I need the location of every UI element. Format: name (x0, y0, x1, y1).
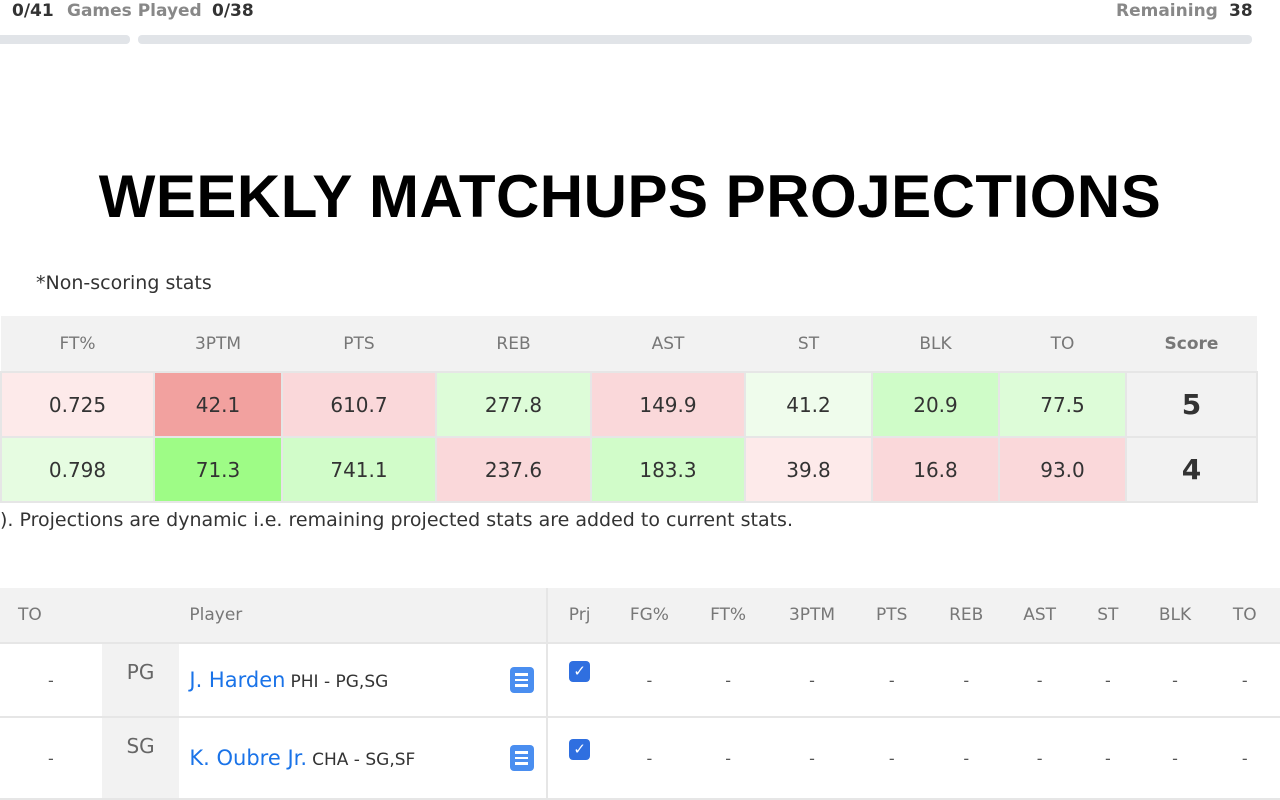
stat-cell: - (687, 717, 769, 800)
matchup-projection-table: FT% 3PTM PTS REB AST ST BLK TO Score 0.725 42.1 61… (0, 316, 1258, 503)
left-count: 0/41 (12, 1, 54, 21)
progress-bar-left (0, 35, 130, 44)
matchup-cell: 741.1 (281, 436, 437, 503)
matchup-header-score: Score (1126, 316, 1257, 372)
projection-checkbox[interactable]: ✓ (569, 738, 591, 760)
matchup-header-ast: AST (591, 316, 745, 372)
stat-cell: - (1140, 717, 1210, 800)
projection-checkbox-cell: ✓ (545, 717, 612, 800)
stat-cell: - (769, 643, 856, 718)
stat-cell: - (1075, 717, 1141, 800)
player-row: - PG J. Harden PHI - PG,SG ✓ - - - - - - - - - (0, 643, 1280, 718)
player-team-positions: CHA - SG,SF (312, 750, 416, 770)
player-notes-icon[interactable] (509, 745, 534, 771)
player-header-blk: BLK (1140, 588, 1210, 644)
matchup-header-st: ST (745, 316, 872, 372)
projection-footnote: ). Projections are dynamic i.e. remainin… (0, 509, 793, 531)
player-header-position (101, 588, 180, 644)
player-header-to: TO (1209, 588, 1280, 644)
matchup-cell: 16.8 (871, 436, 1000, 503)
games-played-label: Games Played (67, 1, 202, 21)
matchup-cell: 0.798 (0, 436, 155, 503)
matchup-cell: 41.2 (744, 371, 873, 438)
matchup-row: 0.725 42.1 610.7 277.8 149.9 41.2 20.9 77.5 5 (0, 371, 1258, 438)
non-scoring-note: *Non-scoring stats (36, 272, 212, 294)
roster-position: PG (101, 643, 180, 718)
player-header-reb: REB (928, 588, 1004, 644)
player-header-ast: AST (1004, 588, 1076, 644)
matchup-header-reb: REB (436, 316, 591, 372)
stat-cell: - (1140, 643, 1210, 718)
stat-cell: - (928, 717, 1004, 800)
to-cell: - (0, 643, 102, 718)
matchup-row: 0.798 71.3 741.1 237.6 183.3 39.8 16.8 93.0 4 (0, 436, 1258, 503)
matchup-cell: 77.5 (998, 371, 1127, 438)
stat-cell: - (687, 643, 769, 718)
stat-cell: - (1075, 643, 1141, 718)
player-header-player: Player (179, 588, 547, 644)
player-header-to: TO (0, 588, 102, 644)
stat-cell: - (1004, 643, 1076, 718)
stat-cell: - (611, 717, 688, 800)
stat-cell: - (1209, 717, 1280, 800)
matchup-header-to: TO (999, 316, 1126, 372)
player-header-3ptm: 3PTM (769, 588, 856, 644)
progress-bar-right (138, 35, 1252, 44)
projection-checkbox-cell: ✓ (545, 643, 612, 718)
matchup-cell: 0.725 (0, 371, 155, 438)
matchup-cell: 277.8 (435, 371, 592, 438)
matchup-header-blk: BLK (872, 316, 999, 372)
stat-cell: - (1004, 717, 1076, 800)
player-name-link[interactable]: K. Oubre Jr. (189, 746, 308, 770)
player-cell: K. Oubre Jr. CHA - SG,SF (179, 717, 547, 800)
stat-cell: - (769, 717, 856, 800)
to-cell: - (0, 717, 102, 800)
player-stats-table: TO Player Prj FG% FT% 3PTM PTS REB AST ST BLK TO -P… (0, 588, 1280, 800)
matchup-score: 4 (1125, 436, 1258, 503)
matchup-score: 5 (1125, 371, 1258, 438)
matchup-header-pts: PTS (282, 316, 436, 372)
player-header-fg-pct: FG% (611, 588, 688, 644)
matchup-cell: 39.8 (744, 436, 873, 503)
player-header-ft-pct: FT% (687, 588, 769, 644)
remaining-label: Remaining (1116, 1, 1218, 21)
matchup-cell: 42.1 (153, 371, 283, 438)
player-name-link[interactable]: J. Harden (189, 668, 286, 692)
matchup-cell: 20.9 (871, 371, 1000, 438)
player-notes-icon[interactable] (509, 667, 534, 693)
remaining-value: 38 (1229, 1, 1253, 21)
stat-cell: - (1209, 643, 1280, 718)
matchup-header-3ptm: 3PTM (154, 316, 282, 372)
projection-checkbox[interactable]: ✓ (569, 660, 591, 682)
stat-cell: - (611, 643, 688, 718)
matchup-cell: 237.6 (435, 436, 592, 503)
player-team-positions: PHI - PG,SG (290, 672, 389, 692)
matchup-cell: 71.3 (153, 436, 283, 503)
matchup-header-ft-pct: FT% (1, 316, 154, 372)
stat-cell: - (855, 643, 929, 718)
roster-position: SG (101, 717, 180, 800)
games-played-value: 0/38 (212, 1, 254, 21)
stat-cell: - (855, 717, 929, 800)
matchup-cell: 610.7 (281, 371, 437, 438)
player-header-pts: PTS (855, 588, 929, 644)
player-row: - SG K. Oubre Jr. CHA - SG,SF ✓ - - - - - - - - - (0, 717, 1280, 800)
games-played-bar: 0/41 Games Played 0/38 Remaining 38 (0, 0, 1280, 30)
player-header-st: ST (1075, 588, 1141, 644)
matchup-cell: 183.3 (590, 436, 746, 503)
matchup-cell: 149.9 (590, 371, 746, 438)
player-header-prj: Prj (545, 588, 612, 644)
page-title: WEEKLY MATCHUPS PROJECTIONS (98, 163, 1162, 230)
stat-cell: - (928, 643, 1004, 718)
player-cell: J. Harden PHI - PG,SG (179, 643, 547, 718)
matchup-cell: 93.0 (998, 436, 1127, 503)
